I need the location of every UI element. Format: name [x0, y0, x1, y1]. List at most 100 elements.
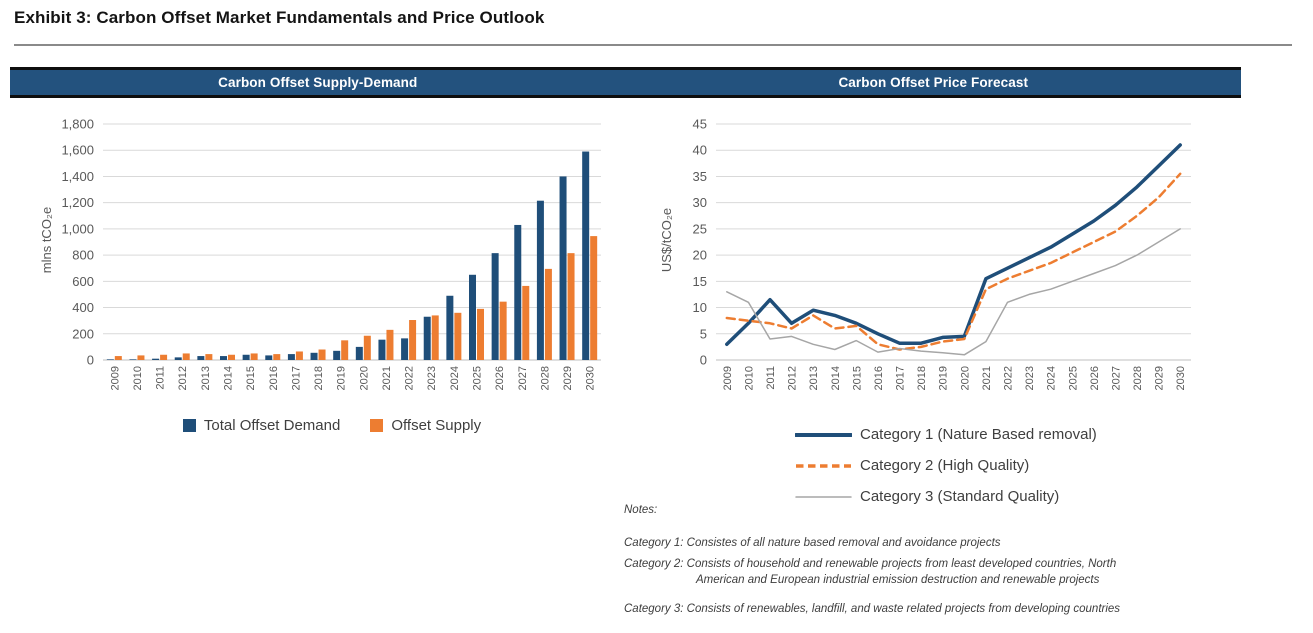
- demand-bar: [514, 224, 522, 360]
- x-tick-label: 2029: [562, 366, 574, 390]
- y-tick-label: 5: [700, 326, 707, 341]
- x-tick-label: 2025: [472, 366, 484, 390]
- demand-bar: [355, 346, 363, 360]
- x-tick-label: 2028: [1132, 366, 1144, 390]
- demand-bar: [582, 151, 590, 360]
- x-tick-label: 2026: [494, 366, 506, 390]
- demand-bar: [265, 355, 273, 360]
- demand-bar: [559, 176, 567, 360]
- x-tick-label: 2011: [765, 366, 777, 390]
- legend-item: Category 2 (High Quality): [795, 457, 1097, 474]
- legend-line-sample: [795, 495, 852, 498]
- y-tick-label: 10: [693, 300, 707, 315]
- panel-header-right: Carbon Offset Price Forecast: [838, 75, 1029, 90]
- supply-bar: [295, 351, 303, 360]
- supply-bar: [114, 356, 122, 360]
- supply-bar: [205, 354, 213, 360]
- demand-bar: [378, 339, 386, 360]
- y-tick-label: 20: [693, 248, 707, 263]
- x-tick-label: 2010: [743, 366, 755, 390]
- y-tick-label: 1,000: [61, 221, 94, 236]
- legend-item: Total Offset Demand: [182, 417, 341, 434]
- notes: Notes: Category 1: Consistes of all natu…: [624, 502, 1224, 617]
- supply-bar: [363, 335, 371, 360]
- demand-bar: [536, 200, 544, 360]
- x-tick-label: 2012: [177, 366, 189, 390]
- supply-bar: [544, 268, 552, 360]
- legend-label: Category 1 (Nature Based removal): [860, 426, 1097, 443]
- demand-bar: [491, 253, 499, 360]
- supply-bar: [160, 354, 168, 360]
- supply-bar: [431, 315, 439, 360]
- demand-bar: [469, 274, 476, 360]
- x-tick-label: 2014: [830, 366, 842, 390]
- supply-bar: [477, 308, 484, 360]
- x-tick-label: 2021: [981, 366, 993, 390]
- x-tick-label: 2016: [268, 366, 280, 390]
- x-tick-label: 2023: [426, 366, 438, 390]
- x-tick-label: 2015: [851, 366, 863, 390]
- y-tick-label: 30: [693, 195, 707, 210]
- supply-demand-chart: 0 200 400 600 800 1,000 1,200 1,400 1,600 1,800 20…: [12, 106, 652, 456]
- note-category-2-line-1: Category 2: Consists of household and re…: [624, 558, 1117, 570]
- demand-bar: [287, 354, 295, 360]
- supply-demand-bar-plot: 0 200 400 600 800 1,000 1,200 1,400 1,600 1,800 20…: [61, 117, 601, 390]
- x-tick-label: 2030: [585, 366, 597, 390]
- demand-bar: [333, 350, 341, 360]
- demand-bar: [220, 356, 227, 360]
- x-tick-label: 2017: [895, 366, 907, 390]
- x-tick-label: 2015: [245, 366, 257, 390]
- supply-bar: [273, 354, 281, 360]
- x-tick-label: 2018: [313, 366, 325, 390]
- x-tick-label: 2012: [787, 366, 799, 390]
- notes-label: Notes:: [624, 504, 658, 516]
- x-tick-label: 2009: [722, 366, 734, 390]
- note-category-2-line-2: American and European industrial emissio…: [696, 574, 1100, 586]
- x-tick-label: 2019: [336, 366, 348, 390]
- demand-bar: [174, 357, 182, 360]
- demand-bar: [152, 358, 160, 360]
- x-tick-label: 2014: [223, 366, 235, 390]
- y-tick-label: 25: [693, 221, 707, 236]
- series-line-category-1: [725, 143, 1182, 347]
- x-tick-label: 2011: [155, 366, 167, 390]
- legend-item: Category 3 (Standard Quality): [795, 488, 1097, 505]
- supply-bar: [567, 253, 575, 360]
- x-tick-label: 2027: [517, 366, 529, 390]
- x-tick-label: 2025: [1067, 366, 1079, 390]
- panel-header-left: Carbon Offset Supply-Demand: [218, 75, 418, 90]
- x-tick-label: 2013: [200, 366, 212, 390]
- x-tick-label: 2021: [381, 366, 393, 390]
- x-tick-label: 2020: [358, 366, 370, 390]
- demand-bar: [423, 316, 431, 360]
- y-tick-label: 0: [700, 353, 707, 368]
- x-tick-label: 2010: [132, 366, 144, 390]
- x-tick-label: 2017: [290, 366, 302, 390]
- x-tick-label: 2018: [916, 366, 928, 390]
- y-tick-label: 400: [72, 300, 94, 315]
- y-tick-label: 35: [693, 169, 707, 184]
- demand-bar: [242, 354, 250, 360]
- x-tick-label: 2022: [1002, 366, 1014, 390]
- demand-bar: [106, 359, 114, 360]
- supply-bar: [250, 353, 258, 360]
- legend-label: Category 2 (High Quality): [860, 457, 1030, 474]
- supply-bar: [182, 353, 190, 360]
- legend-swatch: [370, 419, 384, 432]
- demand-bar: [310, 352, 318, 360]
- y-tick-label: 1,400: [61, 169, 94, 184]
- series-line-category-2: [725, 172, 1182, 351]
- price-forecast-chart: 0 5 10 15 20 25 30 35 40 45 2009 2010 2011 2012 2013 20…: [660, 106, 1305, 505]
- legend-label: Total Offset Demand: [203, 417, 341, 434]
- legend-item: Offset Supply: [370, 417, 481, 434]
- legend-swatch: [182, 419, 196, 432]
- demand-bar: [446, 295, 454, 360]
- x-tick-label: 2023: [1024, 366, 1036, 390]
- y-tick-label: 1,800: [61, 117, 94, 132]
- x-tick-label: 2013: [808, 366, 820, 390]
- supply-bar: [522, 285, 530, 360]
- exhibit-title: Exhibit 3: Carbon Offset Market Fundamen…: [14, 8, 545, 27]
- legend-label: Offset Supply: [391, 417, 482, 434]
- legend-line-sample: [796, 463, 851, 468]
